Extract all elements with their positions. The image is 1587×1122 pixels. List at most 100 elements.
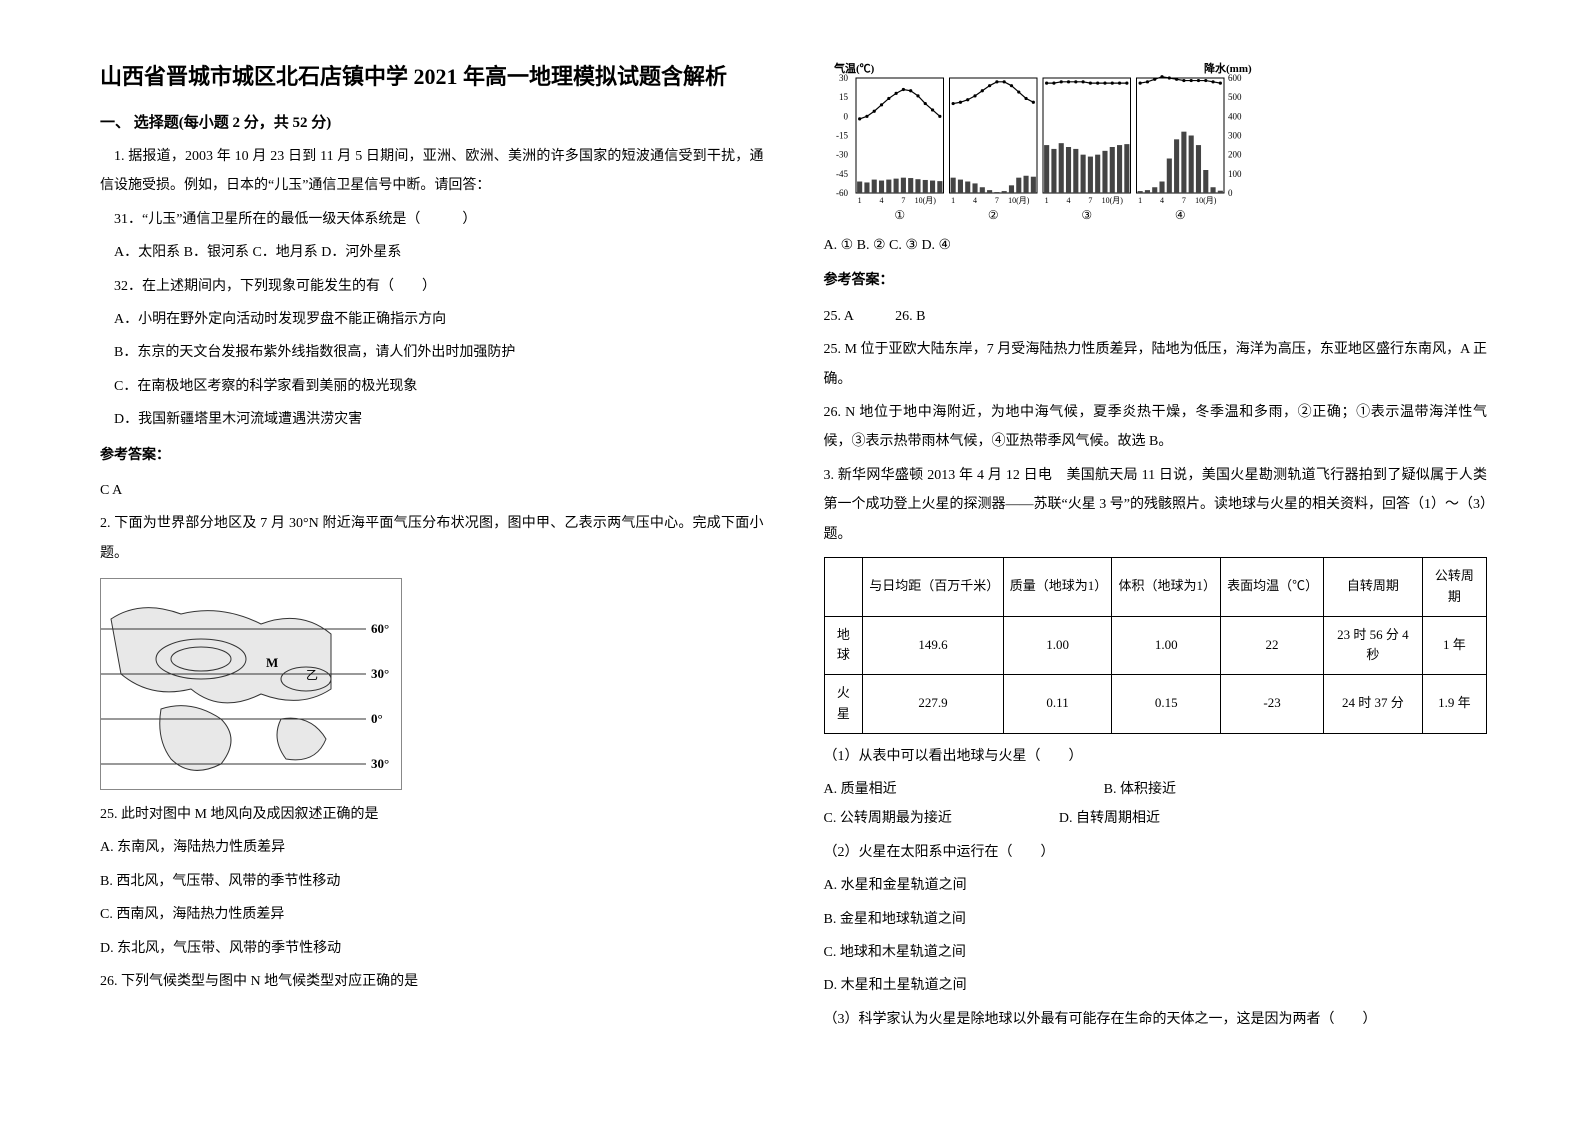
svg-text:30: 30 xyxy=(839,73,849,83)
q1-sub32: 32．在上述期间内，下列现象可能发生的有（ ） xyxy=(100,272,764,301)
q3-sub2-b: B. 金星和地球轨道之间 xyxy=(824,905,1488,934)
svg-text:7: 7 xyxy=(1181,196,1185,205)
table-header-row: 与日均距（百万千米） 质量（地球为1） 体积（地球为1） 表面均温（℃） 自转周… xyxy=(824,557,1487,616)
svg-text:7: 7 xyxy=(901,196,905,205)
q1-sub32-d: D．我国新疆塔里木河流域遭遇洪涝灾害 xyxy=(100,405,764,434)
svg-text:1: 1 xyxy=(1138,196,1142,205)
cell: -23 xyxy=(1221,675,1324,734)
map-label-m: M xyxy=(266,655,278,670)
svg-text:-30: -30 xyxy=(836,150,848,160)
svg-text:1: 1 xyxy=(857,196,861,205)
th-5: 自转周期 xyxy=(1323,557,1422,616)
q1-sub32-b: B．东京的天文台发报布紫外线指数很高，请人们外出时加强防护 xyxy=(100,338,764,367)
svg-text:300: 300 xyxy=(1228,131,1242,141)
earth-mars-table: 与日均距（百万千米） 质量（地球为1） 体积（地球为1） 表面均温（℃） 自转周… xyxy=(824,557,1488,734)
cell: 24 时 37 分 xyxy=(1323,675,1422,734)
q3-sub2-c: C. 地球和木星轨道之间 xyxy=(824,938,1488,967)
svg-text:600: 600 xyxy=(1228,73,1242,83)
svg-text:400: 400 xyxy=(1228,111,1242,121)
svg-text:4: 4 xyxy=(1160,196,1164,205)
cell: 1.9 年 xyxy=(1422,675,1486,734)
svg-text:②: ② xyxy=(987,208,998,222)
cell-mars-name: 火星 xyxy=(824,675,863,734)
q2-answer-label: 参考答案： xyxy=(824,266,1488,295)
svg-text:1: 1 xyxy=(1044,196,1048,205)
svg-text:15: 15 xyxy=(839,92,849,102)
q25-a: A. 东南风，海陆热力性质差异 xyxy=(100,833,764,862)
q1-sub32-a: A．小明在野外定向活动时发现罗盘不能正确指示方向 xyxy=(100,305,764,334)
cell: 1 年 xyxy=(1422,616,1486,675)
q3-sub1-d: D. 自转周期相近 xyxy=(1059,811,1160,826)
svg-text:1: 1 xyxy=(951,196,955,205)
q3-sub1: （1）从表中可以看出地球与火星（ ） xyxy=(824,742,1488,771)
svg-text:200: 200 xyxy=(1228,150,1242,160)
svg-text:③: ③ xyxy=(1081,208,1092,222)
cell: 23 时 56 分 4 秒 xyxy=(1323,616,1422,675)
svg-text:500: 500 xyxy=(1228,92,1242,102)
svg-text:④: ④ xyxy=(1174,208,1185,222)
th-1: 与日均距（百万千米） xyxy=(863,557,1004,616)
svg-text:7: 7 xyxy=(1088,196,1092,205)
svg-text:-45: -45 xyxy=(836,169,848,179)
lat-30s: 30° xyxy=(371,756,389,771)
th-3: 体积（地球为1） xyxy=(1112,557,1221,616)
q2-ans-line: 25. A 26. B xyxy=(824,302,1488,331)
q3-sub1-opts-cd: C. 公转周期最为接近 D. 自转周期相近 xyxy=(824,804,1488,833)
q1-sub32-c: C．在南极地区考察的科学家看到美丽的极光现象 xyxy=(100,372,764,401)
q3-stem: 3. 新华网华盛顿 2013 年 4 月 12 日电 美国航天局 11 日说，美… xyxy=(824,461,1488,549)
climate-charts: 气温(℃)降水(mm)30150-15-30-45-60600500400300… xyxy=(824,60,1254,225)
q3-sub2-a: A. 水星和金星轨道之间 xyxy=(824,871,1488,900)
q25-d: D. 东北风，气压带、风带的季节性移动 xyxy=(100,934,764,963)
q1-sub31-opts: A．太阳系 B．银河系 C．地月系 D．河外星系 xyxy=(100,238,764,267)
table-row: 地球 149.6 1.00 1.00 22 23 时 56 分 4 秒 1 年 xyxy=(824,616,1487,675)
svg-text:100: 100 xyxy=(1228,169,1242,179)
q26: 26. 下列气候类型与图中 N 地气候类型对应正确的是 xyxy=(100,967,764,996)
q1-sub31: 31．“儿玉”通信卫星所在的最低一级天体系统是（ ） xyxy=(100,205,764,234)
th-0 xyxy=(824,557,863,616)
lat-30n: 30° xyxy=(371,666,389,681)
th-6: 公转周期 xyxy=(1422,557,1486,616)
svg-text:0: 0 xyxy=(1228,188,1233,198)
q26-opts: A. ① B. ② C. ③ D. ④ xyxy=(824,231,1488,260)
exam-title: 山西省晋城市城区北石店镇中学 2021 年高一地理模拟试题含解析 xyxy=(100,60,764,93)
q3-sub1-a: A. 质量相近 xyxy=(824,782,897,797)
svg-text:①: ① xyxy=(894,208,905,222)
q3-sub1-b: B. 体积接近 xyxy=(1104,782,1176,797)
q25-b: B. 西北风，气压带、风带的季节性移动 xyxy=(100,867,764,896)
th-4: 表面均温（℃） xyxy=(1221,557,1324,616)
svg-text:-15: -15 xyxy=(836,131,848,141)
cell: 149.6 xyxy=(863,616,1004,675)
svg-text:4: 4 xyxy=(973,196,977,205)
section-1-title: 一、 选择题(每小题 2 分，共 52 分) xyxy=(100,111,764,132)
q1-answer-label: 参考答案： xyxy=(100,441,764,470)
cell: 227.9 xyxy=(863,675,1004,734)
cell: 0.15 xyxy=(1112,675,1221,734)
q3-sub3: （3）科学家认为火星是除地球以外最有可能存在生命的天体之一，这是因为两者（ ） xyxy=(824,1005,1488,1034)
cell: 0.11 xyxy=(1003,675,1112,734)
cell: 1.00 xyxy=(1003,616,1112,675)
svg-text:0: 0 xyxy=(843,111,848,121)
q25: 25. 此时对图中 M 地风向及成因叙述正确的是 xyxy=(100,800,764,829)
svg-text:10(月): 10(月) xyxy=(1101,196,1123,205)
q2-exp26: 26. N 地位于地中海附近，为地中海气候，夏季炎热干燥，冬季温和多雨，②正确；… xyxy=(824,398,1488,457)
map-label-yi: 乙 xyxy=(306,668,318,682)
lat-60: 60° xyxy=(371,621,389,636)
lat-0: 0° xyxy=(371,711,383,726)
svg-text:10(月): 10(月) xyxy=(1008,196,1030,205)
svg-text:7: 7 xyxy=(994,196,998,205)
q3-sub2-d: D. 木星和土星轨道之间 xyxy=(824,971,1488,1000)
svg-text:10(月): 10(月) xyxy=(914,196,936,205)
q2-stem: 2. 下面为世界部分地区及 7 月 30°N 附近海平面气压分布状况图，图中甲、… xyxy=(100,509,764,568)
table-row: 火星 227.9 0.11 0.15 -23 24 时 37 分 1.9 年 xyxy=(824,675,1487,734)
q3-sub1-opts-ab: A. 质量相近 B. 体积接近 xyxy=(824,775,1488,804)
world-map-figure: 60° 30° 0° 30° M 乙 xyxy=(100,578,402,790)
cell: 22 xyxy=(1221,616,1324,675)
svg-text:10(月): 10(月) xyxy=(1195,196,1217,205)
svg-text:-60: -60 xyxy=(836,188,848,198)
q1-answer: C A xyxy=(100,476,764,505)
svg-text:4: 4 xyxy=(1066,196,1070,205)
q3-sub2: （2）火星在太阳系中运行在（ ） xyxy=(824,838,1488,867)
svg-text:4: 4 xyxy=(879,196,883,205)
q25-c: C. 西南风，海陆热力性质差异 xyxy=(100,900,764,929)
q1-stem: 1. 据报道，2003 年 10 月 23 日到 11 月 5 日期间，亚洲、欧… xyxy=(100,142,764,201)
